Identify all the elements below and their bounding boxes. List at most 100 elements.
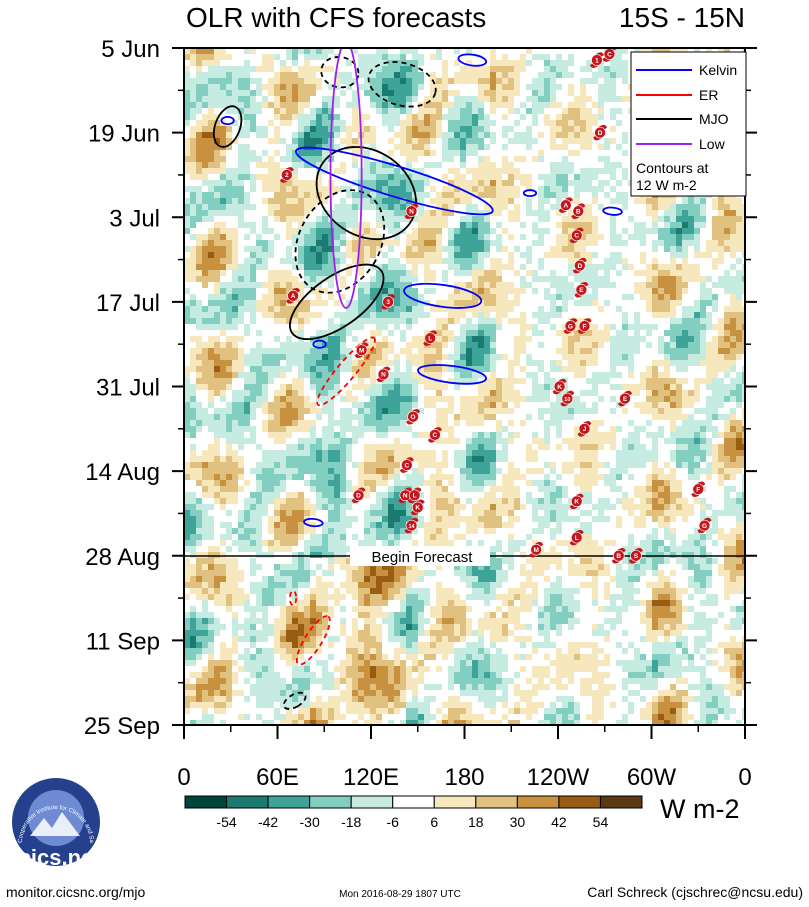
olr-cell: [526, 204, 532, 210]
olr-cell: [676, 222, 682, 228]
olr-cell: [664, 288, 670, 294]
olr-cell: [454, 348, 460, 354]
olr-cell: [256, 330, 262, 336]
olr-cell: [430, 402, 436, 408]
olr-cell: [544, 54, 550, 60]
olr-cell: [460, 144, 466, 150]
olr-cell: [466, 480, 472, 486]
olr-cell: [418, 210, 424, 216]
olr-cell: [286, 48, 292, 54]
olr-cell: [508, 138, 514, 144]
olr-cell: [442, 336, 448, 342]
olr-cell: [430, 210, 436, 216]
olr-cell: [724, 222, 730, 228]
olr-cell: [646, 480, 652, 486]
olr-cell: [226, 480, 232, 486]
olr-cell: [694, 348, 700, 354]
olr-cell: [274, 138, 280, 144]
olr-cell: [370, 414, 376, 420]
olr-cell: [220, 156, 226, 162]
olr-cell: [502, 306, 508, 312]
olr-cell: [436, 198, 442, 204]
olr-cell: [472, 408, 478, 414]
olr-cell: [328, 468, 334, 474]
olr-cell: [514, 204, 520, 210]
olr-cell: [676, 276, 682, 282]
olr-cell: [544, 276, 550, 282]
olr-cell: [244, 396, 250, 402]
olr-cell: [322, 66, 328, 72]
olr-cell: [262, 186, 268, 192]
olr-cell: [352, 306, 358, 312]
olr-cell: [190, 210, 196, 216]
olr-cell: [640, 228, 646, 234]
olr-cell: [646, 408, 652, 414]
olr-cell: [274, 438, 280, 444]
olr-cell: [490, 396, 496, 402]
olr-cell: [592, 390, 598, 396]
olr-cell: [238, 402, 244, 408]
olr-cell: [538, 438, 544, 444]
olr-cell: [562, 180, 568, 186]
olr-cell: [598, 444, 604, 450]
olr-cell: [652, 474, 658, 480]
olr-cell: [250, 306, 256, 312]
olr-cell: [256, 492, 262, 498]
olr-cell: [718, 444, 724, 450]
olr-cell: [238, 474, 244, 480]
olr-cell: [226, 312, 232, 318]
olr-cell: [292, 192, 298, 198]
olr-cell: [244, 144, 250, 150]
olr-cell: [304, 246, 310, 252]
olr-cell: [598, 378, 604, 384]
olr-cell: [472, 126, 478, 132]
olr-cell: [334, 360, 340, 366]
olr-cell: [724, 198, 730, 204]
olr-cell: [652, 384, 658, 390]
olr-cell: [664, 294, 670, 300]
olr-cell: [472, 216, 478, 222]
olr-cell: [466, 342, 472, 348]
olr-cell: [520, 276, 526, 282]
olr-cell: [544, 480, 550, 486]
olr-cell: [298, 396, 304, 402]
olr-cell: [304, 210, 310, 216]
olr-cell: [604, 156, 610, 162]
olr-cell: [502, 378, 508, 384]
olr-cell: [412, 372, 418, 378]
olr-cell: [226, 180, 232, 186]
olr-cell: [478, 438, 484, 444]
olr-cell: [586, 354, 592, 360]
olr-cell: [436, 420, 442, 426]
olr-cell: [448, 234, 454, 240]
olr-cell: [676, 438, 682, 444]
olr-cell: [418, 240, 424, 246]
olr-cell: [676, 252, 682, 258]
olr-cell: [652, 300, 658, 306]
olr-cell: [208, 84, 214, 90]
olr-cell: [640, 402, 646, 408]
olr-cell: [334, 444, 340, 450]
olr-cell: [262, 378, 268, 384]
olr-cell: [226, 108, 232, 114]
olr-cell: [520, 420, 526, 426]
olr-cell: [298, 498, 304, 504]
olr-cell: [370, 246, 376, 252]
olr-cell: [436, 222, 442, 228]
olr-cell: [340, 198, 346, 204]
olr-cell: [508, 252, 514, 258]
olr-cell: [724, 246, 730, 252]
olr-cell: [580, 174, 586, 180]
olr-cell: [202, 54, 208, 60]
olr-cell: [340, 444, 346, 450]
olr-cell: [736, 258, 742, 264]
olr-cell: [724, 462, 730, 468]
olr-cell: [478, 186, 484, 192]
olr-cell: [394, 72, 400, 78]
olr-cell: [586, 240, 592, 246]
olr-cell: [268, 414, 274, 420]
olr-cell: [688, 318, 694, 324]
olr-cell: [196, 480, 202, 486]
olr-cell: [490, 438, 496, 444]
olr-cell: [652, 270, 658, 276]
